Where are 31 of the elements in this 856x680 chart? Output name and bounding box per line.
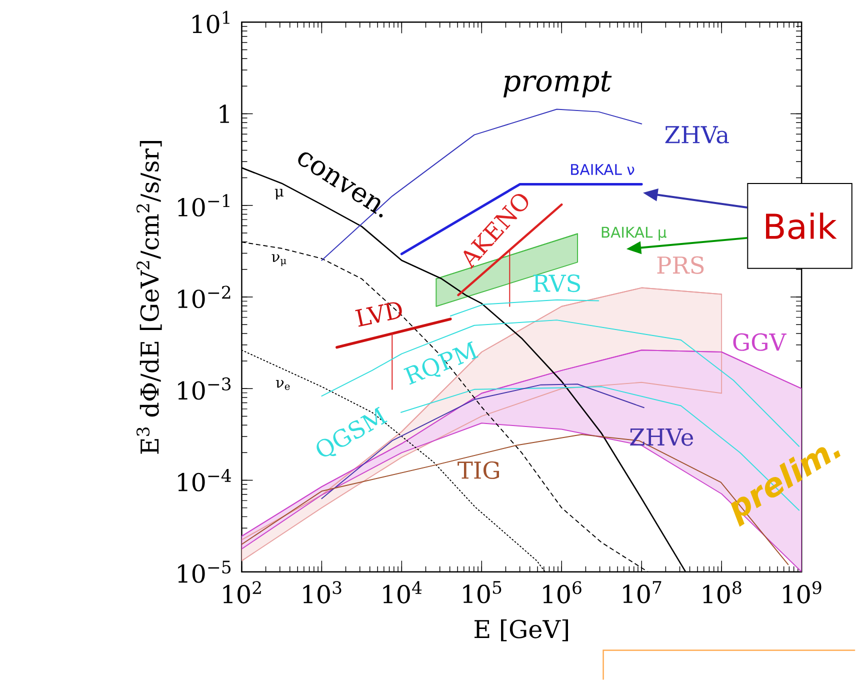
y-tick-label: 10$^{−2}$ <box>178 286 230 308</box>
annotation: TIG <box>458 461 499 480</box>
y-tick-label: 10$^{−3}$ <box>178 378 231 400</box>
annotation: BAIKAL μ <box>602 226 666 241</box>
x-tick-label: 10$^{4}$ <box>383 581 422 604</box>
x-tick-label: 10$^{2}$ <box>223 581 261 604</box>
y-tick-label: 10$^{−1}$ <box>178 194 230 217</box>
y-axis-title: E$^{3}$ dΦ/dE [GeV$^{2}$/cm$^{2}$/s/sr] <box>136 141 162 454</box>
annotation: PRS <box>657 256 704 274</box>
y-tick-label: 1 <box>220 104 229 123</box>
annotation: RVS <box>533 274 580 292</box>
annotation: ZHVa <box>665 126 729 144</box>
annotation: GGV <box>733 333 786 352</box>
annotation: LVD <box>355 302 402 327</box>
annotation: ν$_{μ}$ <box>272 254 286 266</box>
x-tick-label: 10$^{9}$ <box>783 581 822 604</box>
y-tick-label: 10$^{−4}$ <box>178 469 231 492</box>
x-tick-label: 10$^{3}$ <box>303 581 342 604</box>
y-tick-label: 10$^{−5}$ <box>178 560 231 584</box>
x-tick-label: 10$^{5}$ <box>463 581 502 604</box>
annotation: ν$_{e}$ <box>276 380 290 390</box>
x-tick-label: 10$^{7}$ <box>623 581 662 604</box>
annotation: Baik <box>766 212 837 240</box>
annotation: prompt <box>503 71 612 98</box>
x-tick-label: 10$^{8}$ <box>703 581 742 604</box>
y-tick-label: 10$^{1}$ <box>192 11 230 34</box>
annotation: μ <box>274 188 284 200</box>
annotation: ZHVe <box>630 428 694 446</box>
x-axis-title: E [GeV] <box>474 619 568 642</box>
annotation: BAIKAL ν <box>571 164 634 175</box>
x-tick-label: 10$^{6}$ <box>543 581 582 604</box>
